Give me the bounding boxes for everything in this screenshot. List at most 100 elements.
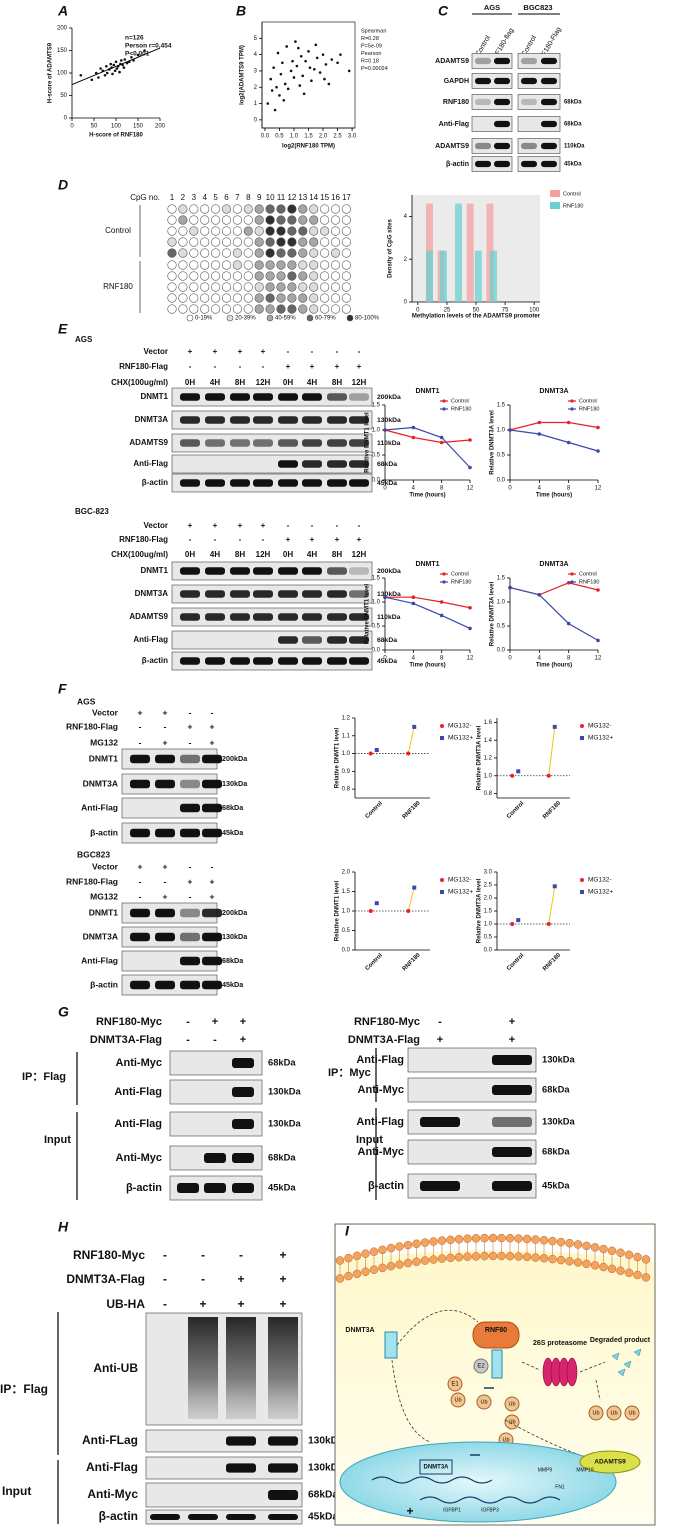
band <box>302 636 322 644</box>
cpg-site <box>330 260 341 270</box>
lipid-head <box>582 1259 591 1269</box>
cpg-site <box>265 304 275 314</box>
cpg-site <box>341 282 352 292</box>
cpg-site <box>298 260 308 270</box>
y-tick-label: 0.0 <box>497 648 506 654</box>
lane-value: + <box>335 362 340 371</box>
group-name: RNF180 <box>103 282 133 291</box>
x-tick-label: 12 <box>595 486 602 492</box>
y-tick-label: 1.5 <box>497 576 506 582</box>
cpg-site <box>287 237 297 247</box>
x-tick-label: 2.5 <box>333 134 342 140</box>
point <box>302 92 306 96</box>
lane-value: + <box>212 1016 218 1028</box>
point <box>130 55 133 59</box>
band <box>302 657 322 665</box>
point <box>324 63 328 66</box>
band <box>278 636 298 644</box>
lane-value: + <box>188 721 193 731</box>
cpg-site <box>221 271 232 281</box>
blot-strip <box>517 116 561 132</box>
lane-value: + <box>357 535 362 544</box>
row-label: Anti-Flag <box>356 1116 404 1128</box>
size-label: 45kDa <box>268 1182 296 1192</box>
band <box>327 657 347 665</box>
band <box>302 439 322 447</box>
row-label: Anti-Myc <box>116 1057 162 1069</box>
x-tick-label: 50 <box>473 308 480 314</box>
cpg-site <box>232 271 242 281</box>
cpg-number: 1 <box>170 193 175 202</box>
lane-value: - <box>336 521 339 530</box>
x-axis-label: Time (hours) <box>536 663 572 669</box>
band <box>130 779 150 789</box>
lipid-head <box>531 1253 540 1262</box>
lane-value: - <box>239 1248 243 1262</box>
blot-strip <box>171 630 373 650</box>
band <box>155 932 175 942</box>
point <box>566 440 571 445</box>
node-label: Ub <box>502 1437 509 1443</box>
cpg-site <box>178 282 188 292</box>
point <box>90 78 94 82</box>
proteasome <box>566 1357 578 1387</box>
row-label: Anti-Flag <box>114 1118 162 1130</box>
node-label: Ub <box>592 1410 599 1416</box>
point <box>123 58 127 61</box>
cpg-site <box>265 215 275 225</box>
x-tick-label: 25 <box>444 308 451 314</box>
band <box>232 1153 254 1163</box>
cpg-site <box>309 237 319 247</box>
row-label: Anti-UB <box>93 1361 138 1375</box>
band <box>205 393 225 401</box>
point <box>143 49 146 52</box>
cpg-site <box>265 248 275 258</box>
y-tick-label: 1.0 <box>342 751 351 757</box>
arrow <box>396 1309 479 1346</box>
row-label: DNMT1 <box>140 392 168 401</box>
series-line <box>509 421 599 431</box>
node-label: DNMT3A <box>345 1327 374 1334</box>
point <box>566 420 571 425</box>
band <box>202 754 222 764</box>
lipid-head <box>437 1254 447 1263</box>
cpg-site <box>265 293 275 303</box>
band <box>521 98 537 106</box>
x-tick-label: Control <box>506 953 526 973</box>
annotation: Spearman <box>361 28 386 34</box>
x-tick-label: 8 <box>567 486 571 492</box>
band <box>130 828 150 838</box>
blot-strip <box>471 53 513 69</box>
lane-value: + <box>238 347 243 356</box>
cpg-site <box>211 260 221 270</box>
point <box>109 62 113 66</box>
band <box>180 613 200 621</box>
point <box>318 71 322 74</box>
cpg-site <box>341 260 352 270</box>
cpg-site <box>320 248 330 258</box>
x-tick-label: Control <box>506 801 526 821</box>
point <box>327 82 331 86</box>
row-label: β-actin <box>90 827 118 837</box>
point <box>552 884 557 889</box>
point <box>368 909 373 913</box>
lipid-head <box>446 1235 455 1245</box>
cpg-site <box>265 204 275 214</box>
x-tick-label: 12 <box>595 656 602 662</box>
legend-marker <box>570 399 574 403</box>
lane-value: - <box>139 891 142 901</box>
row-label: GAPDH <box>444 78 469 85</box>
x-axis-label: Time (hours) <box>409 663 445 669</box>
cpg-site <box>200 248 210 258</box>
band <box>130 908 150 918</box>
cpg-site <box>254 260 264 270</box>
cpg-site <box>298 304 308 314</box>
row-label: Anti-Myc <box>116 1152 162 1164</box>
point <box>596 588 600 592</box>
cpg-site <box>189 248 199 258</box>
x-tick-label: 4 <box>412 486 416 492</box>
point <box>323 77 326 81</box>
band <box>204 1183 226 1193</box>
panel-label: I <box>345 1223 350 1239</box>
x-tick-label: 0 <box>383 486 387 492</box>
